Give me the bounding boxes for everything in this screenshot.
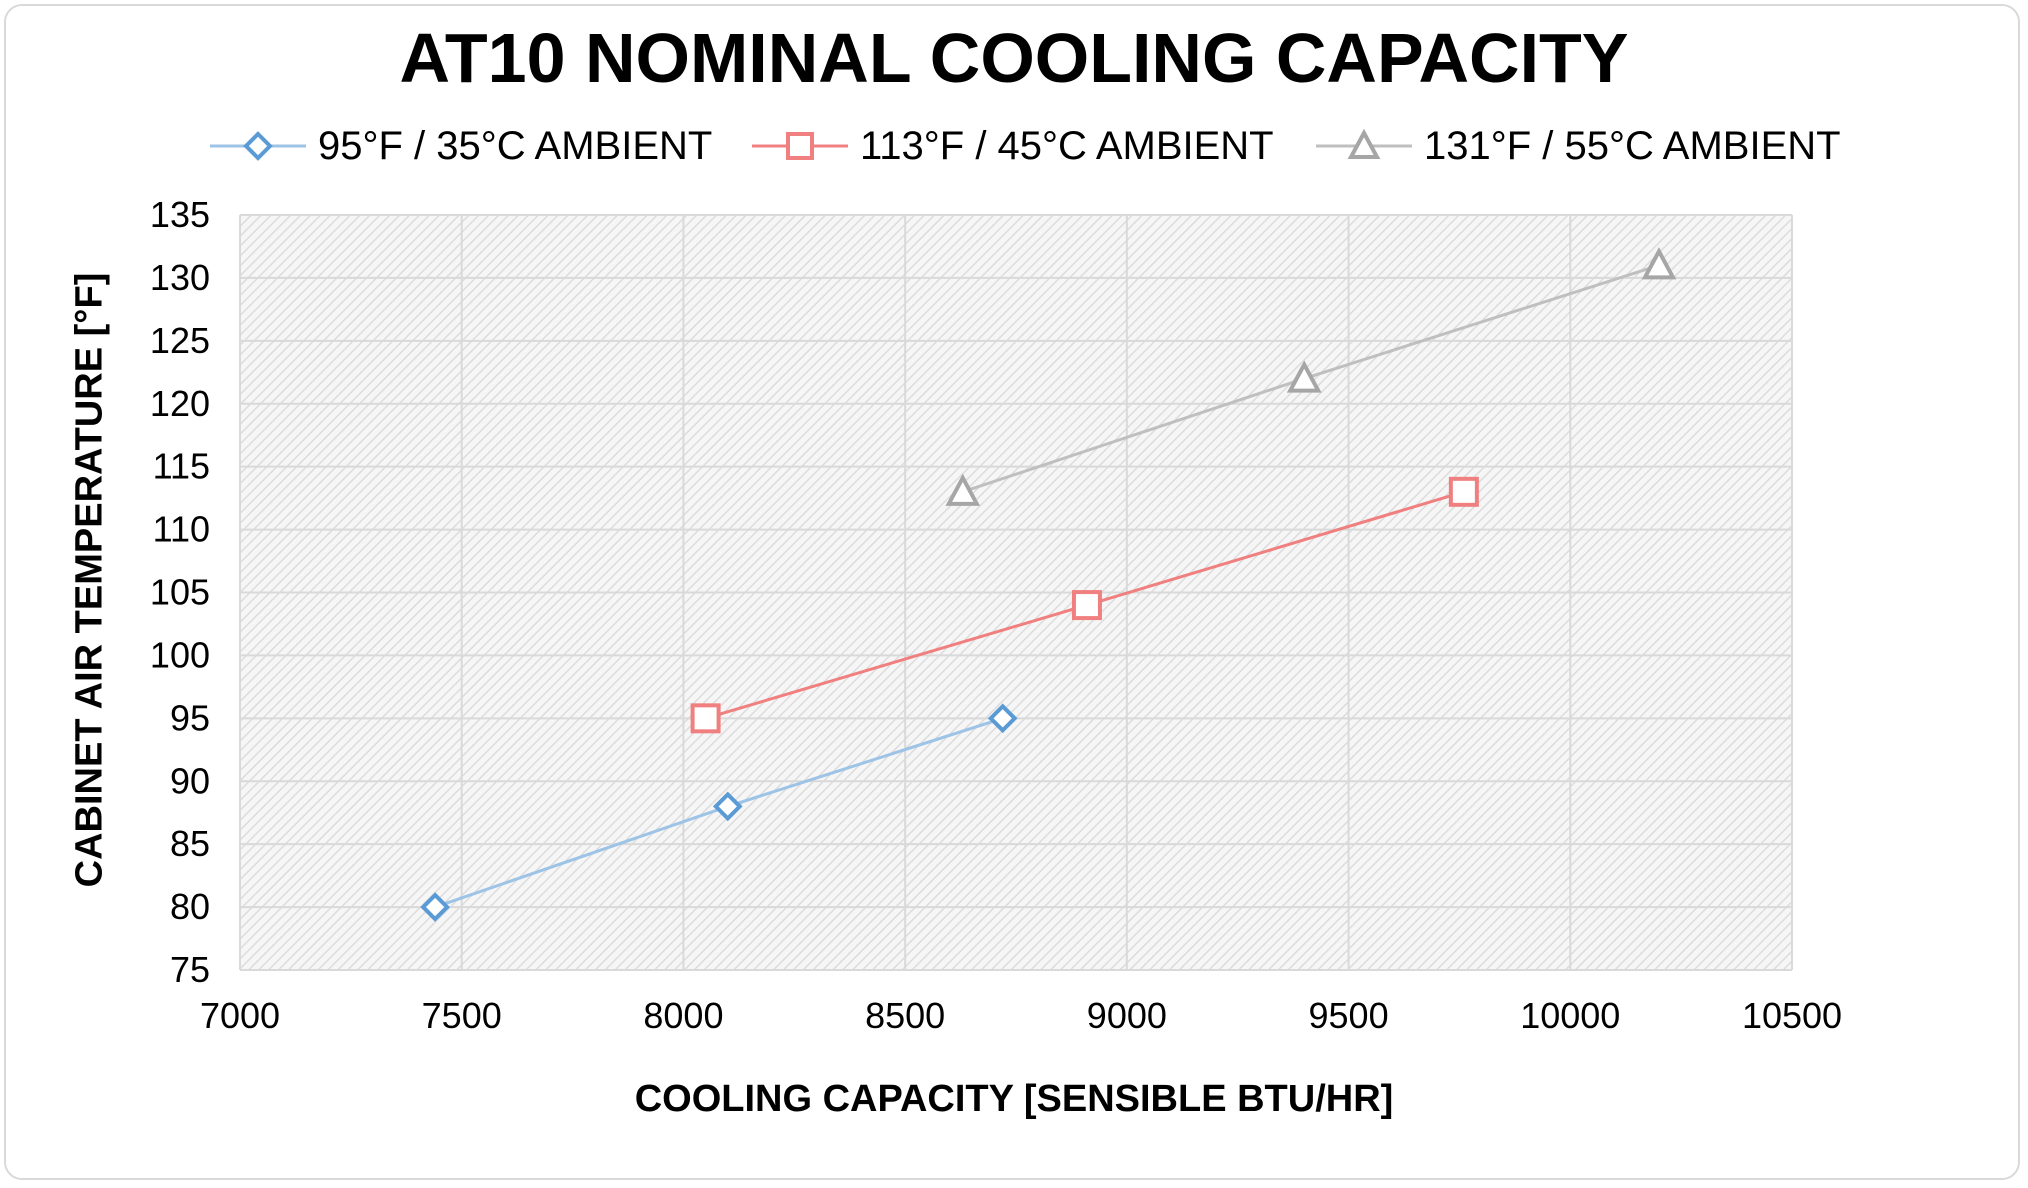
y-tick-label: 135 <box>150 194 210 235</box>
data-point-square <box>690 703 721 734</box>
data-point-triangle <box>945 473 981 506</box>
data-point-square <box>1071 590 1102 621</box>
y-axis-label: CABINET AIR TEMPERATURE [°F] <box>68 272 111 888</box>
x-tick-label: 9000 <box>1087 995 1167 1036</box>
y-tick-label: 130 <box>150 257 210 298</box>
y-tick-label: 115 <box>153 446 210 487</box>
legend-label: 95°F / 35°C AMBIENT <box>318 123 713 168</box>
data-point-diamond <box>987 703 1018 734</box>
y-tick-label: 125 <box>150 320 210 361</box>
legend-label: 131°F / 55°C AMBIENT <box>1424 123 1841 168</box>
x-axis-label: COOLING CAPACITY [SENSIBLE BTU/HR] <box>634 1078 1394 1120</box>
x-tick-label: 10500 <box>1742 995 1842 1036</box>
y-tick-label: 75 <box>170 949 210 990</box>
y-tick-label: 100 <box>150 634 210 675</box>
x-tick-label: 7000 <box>200 995 280 1036</box>
data-point-triangle <box>1641 247 1677 280</box>
x-tick-label: 8500 <box>865 995 945 1036</box>
x-tick-label: 9500 <box>1309 995 1389 1036</box>
legend-item-series-3: 131°F / 55°C AMBIENT <box>1316 118 1841 174</box>
legend-diamond-marker-icon <box>210 131 306 161</box>
chart-title: AT10 NOMINAL COOLING CAPACITY <box>399 19 1629 97</box>
y-tick-label: 120 <box>150 383 210 424</box>
data-point-diamond <box>712 791 743 822</box>
legend-square-marker-icon <box>752 132 848 160</box>
x-tick-label: 7500 <box>422 995 502 1036</box>
data-point-diamond <box>420 892 450 922</box>
legend-item-series-2: 113°F / 45°C AMBIENT <box>752 118 1274 174</box>
legend-label: 113°F / 45°C AMBIENT <box>860 123 1274 168</box>
data-point-square <box>1448 476 1479 507</box>
y-tick-label: 110 <box>153 509 210 550</box>
y-tick-label: 90 <box>170 760 210 801</box>
legend-item-series-1: 95°F / 35°C AMBIENT <box>210 118 712 174</box>
y-tick-label: 105 <box>150 572 210 613</box>
y-tick-label: 80 <box>170 886 210 927</box>
x-tick-label: 10000 <box>1520 995 1620 1036</box>
legend-triangle-marker-icon <box>1316 128 1412 159</box>
y-tick-label: 95 <box>170 697 210 738</box>
data-point-triangle <box>1286 360 1322 393</box>
y-tick-label: 85 <box>170 823 210 864</box>
x-tick-label: 8000 <box>643 995 723 1036</box>
